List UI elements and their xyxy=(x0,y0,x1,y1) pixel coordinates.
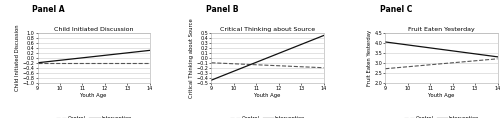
Legend: Control, Intervention: Control, Intervention xyxy=(404,116,479,118)
Title: Critical Thinking about Source: Critical Thinking about Source xyxy=(220,27,315,32)
Y-axis label: Fruit Eaten Yesterday: Fruit Eaten Yesterday xyxy=(368,30,372,86)
Y-axis label: Critical Thinking about Source: Critical Thinking about Source xyxy=(189,18,194,98)
Legend: Control, Intervention: Control, Intervention xyxy=(230,116,305,118)
X-axis label: Youth Age: Youth Age xyxy=(80,93,107,98)
Text: Panel B: Panel B xyxy=(206,5,239,14)
Title: Child Initiated Discussion: Child Initiated Discussion xyxy=(54,27,134,32)
Y-axis label: Child Initiated Discussion: Child Initiated Discussion xyxy=(16,25,20,91)
Title: Fruit Eaten Yesterday: Fruit Eaten Yesterday xyxy=(408,27,475,32)
X-axis label: Youth Age: Youth Age xyxy=(428,93,454,98)
Text: Panel C: Panel C xyxy=(380,5,412,14)
X-axis label: Youth Age: Youth Age xyxy=(254,93,280,98)
Text: Panel A: Panel A xyxy=(32,5,65,14)
Legend: Control, Intervention: Control, Intervention xyxy=(56,116,132,118)
